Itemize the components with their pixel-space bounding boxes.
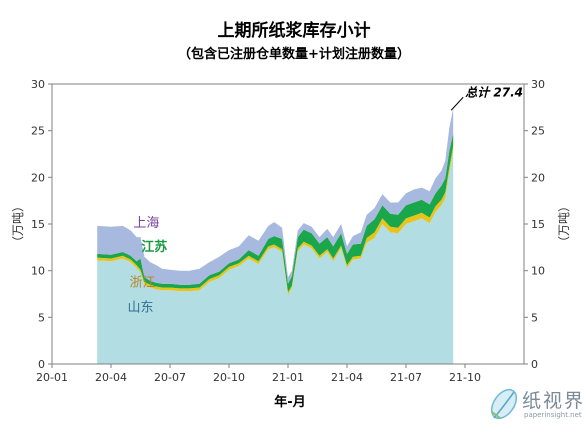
y-tick-label-right-1: 5 [531, 311, 538, 324]
chart-title: 上期所纸浆库存小计 [217, 21, 371, 41]
y-tick-label-right-4: 20 [531, 171, 545, 184]
y-tick-label-right-5: 25 [531, 125, 545, 138]
area-series-1 [97, 145, 454, 295]
y-tick-label-left-1: 5 [38, 311, 45, 324]
y-tick-label-right-3: 15 [531, 218, 545, 231]
x-axis-label: 年-月 [274, 394, 305, 410]
y-tick-label-right-2: 10 [531, 265, 545, 278]
leaf-icon [490, 388, 518, 420]
y-axis-label-right: （万吨） [557, 200, 571, 248]
x-tick-label-7: 21-10 [449, 371, 481, 384]
y-tick-label-right-6: 30 [531, 78, 545, 91]
annotation-leader-line [450, 96, 464, 111]
y-tick-label-left-5: 25 [31, 125, 45, 138]
series-label-0: 山东 [127, 301, 153, 316]
total-annotation: 总计 27.4 [465, 85, 523, 99]
x-tick-label-1: 20-04 [95, 371, 127, 384]
chart-subtitle: （包含已注册仓单数量+计划注册数量） [178, 47, 410, 62]
y-tick-label-left-4: 20 [31, 171, 45, 184]
y-tick-label-left-6: 30 [31, 78, 45, 91]
y-tick-label-left-2: 10 [31, 265, 45, 278]
x-tick-label-5: 21-04 [331, 371, 363, 384]
y-tick-label-left-3: 15 [31, 218, 45, 231]
x-tick-label-2: 20-07 [154, 371, 186, 384]
series-label-3: 上海 [133, 216, 159, 231]
series-label-2: 江苏 [141, 239, 167, 255]
x-tick-label-4: 21-01 [272, 371, 304, 384]
logo-text: 纸视界 [522, 390, 586, 412]
y-tick-label-right-0: 0 [531, 358, 538, 371]
series-label-1: 浙江 [129, 276, 155, 291]
x-tick-label-3: 20-10 [213, 371, 245, 384]
logo-url: paperinsight.net [524, 411, 582, 419]
area-series-0 [97, 151, 454, 364]
x-tick-label-0: 20-01 [36, 371, 68, 384]
area-series-2 [97, 133, 454, 293]
x-tick-label-6: 21-07 [390, 371, 422, 384]
logo: 纸视界 paperinsight.net [486, 384, 586, 428]
y-tick-label-left-0: 0 [38, 358, 45, 371]
y-axis-label-left: （万吨） [11, 200, 25, 248]
area-series-3 [97, 108, 454, 285]
